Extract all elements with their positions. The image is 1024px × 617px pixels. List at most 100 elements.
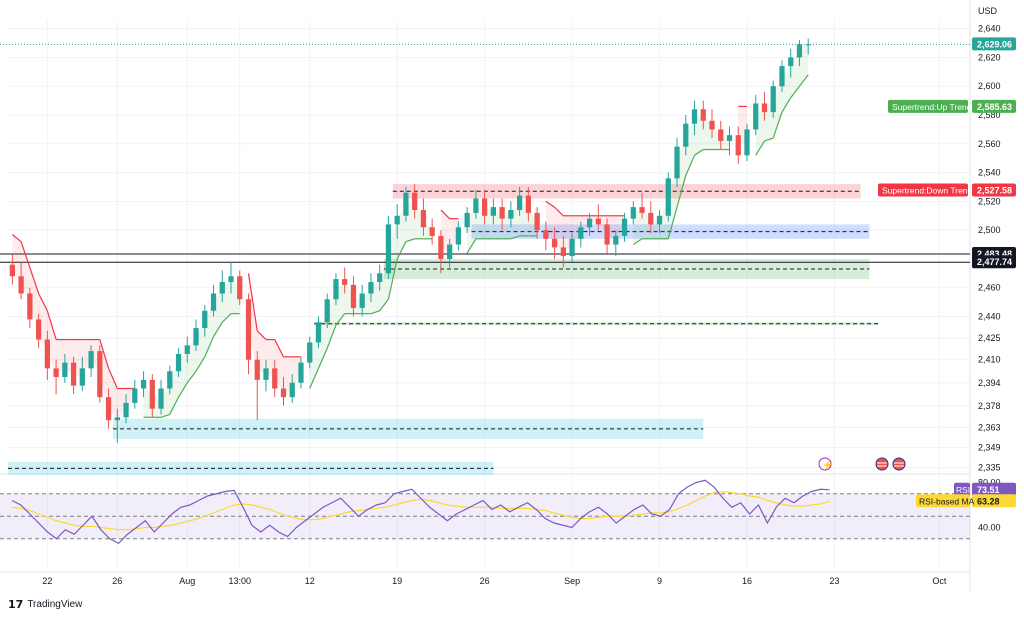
price-tick-label: 2,394 <box>978 378 1001 388</box>
supertrend-fill <box>502 212 511 239</box>
candle <box>726 135 733 141</box>
time-tick-label: 26 <box>112 576 122 586</box>
horizontal-line-tag-bg <box>972 255 1016 269</box>
time-tick-label: 13:00 <box>228 576 251 586</box>
price-tick-label: 2,600 <box>978 81 1001 91</box>
rsi-name-tag-bg <box>954 482 970 496</box>
candle <box>350 284 357 308</box>
candle <box>665 178 671 216</box>
supertrend-up-segment <box>309 368 320 389</box>
candle <box>761 103 768 113</box>
supertrend-up-segment <box>764 137 774 142</box>
price-tick-label: 2,560 <box>978 139 1001 149</box>
candle <box>35 319 42 340</box>
candle <box>656 215 663 225</box>
supertrend-up-name-bg <box>888 99 968 113</box>
candle <box>648 212 654 225</box>
candle <box>534 212 540 231</box>
price-tick-label: 2,363 <box>978 422 1001 432</box>
rsi-ma-name: RSI-based MA <box>919 496 975 506</box>
supertrend-down-segment <box>108 368 118 389</box>
supertrend-up-segment <box>387 258 398 300</box>
supertrend-up-segment <box>405 238 415 243</box>
candle <box>543 230 549 239</box>
rsi-ma-line <box>11 490 830 531</box>
supertrend-up-segment <box>798 74 809 87</box>
supertrend-down-segment <box>247 273 258 332</box>
candle <box>464 212 470 228</box>
supertrend-up-segment <box>396 241 407 260</box>
candle <box>158 388 164 409</box>
us-flag-icon <box>892 457 906 471</box>
supertrend-up-segment <box>326 324 337 349</box>
brand-name: TradingView <box>27 599 83 610</box>
candle <box>805 44 811 46</box>
candle <box>219 281 225 294</box>
supertrend-down-segment <box>274 339 285 358</box>
candle <box>508 210 514 219</box>
supertrend-up-tag-bg <box>972 99 1016 113</box>
candle <box>604 224 610 245</box>
candle <box>298 362 304 383</box>
last-price-tag: 2,629.06 <box>977 39 1012 49</box>
rsi-value-tag: 73.51 <box>977 485 1000 495</box>
supertrend-fill <box>414 201 424 239</box>
candle <box>44 339 50 369</box>
candle <box>237 276 243 300</box>
supertrend-up-segment <box>676 175 687 208</box>
time-tick-label: Sep <box>564 576 580 586</box>
supertrend-down-segment <box>545 200 555 208</box>
candle <box>560 247 566 257</box>
supertrend-up-segment <box>755 140 765 156</box>
candle <box>420 210 427 228</box>
candle <box>490 207 496 216</box>
candle <box>525 195 531 213</box>
candle <box>53 368 59 377</box>
candle <box>779 66 785 87</box>
candle <box>735 135 741 156</box>
supertrend-fill <box>694 115 704 156</box>
candle <box>27 293 33 320</box>
candle <box>289 382 295 398</box>
candle <box>630 207 636 219</box>
candle <box>342 279 348 285</box>
candle <box>578 227 584 239</box>
rsi-ma-name-bg <box>916 494 970 508</box>
price-tick-label: 2,378 <box>978 401 1001 411</box>
candle <box>315 322 322 343</box>
lightning-icon-glyph: ⚡ <box>822 459 833 471</box>
candle <box>744 129 750 156</box>
candle <box>683 123 689 147</box>
candle <box>324 299 330 323</box>
candle <box>394 215 400 225</box>
candle <box>307 342 313 363</box>
price-tick-label: 2,440 <box>978 312 1001 322</box>
supertrend-fill <box>196 319 205 372</box>
candle <box>228 276 234 282</box>
candle <box>700 109 706 121</box>
supertrend-up-segment <box>335 313 346 326</box>
supertrend-down-tag-bg <box>972 183 1016 197</box>
brand: 17 TradingView <box>8 598 82 611</box>
candle <box>368 281 374 294</box>
supertrend-up-segment <box>317 347 328 369</box>
supertrend-up-segment <box>781 97 792 113</box>
price-tick-label: 2,540 <box>978 168 1001 178</box>
candle <box>586 218 593 228</box>
candle <box>403 192 409 216</box>
price-tick-label: 2,460 <box>978 283 1001 293</box>
supertrend-fill <box>712 125 721 150</box>
supertrend-down-segment <box>38 293 48 312</box>
candle <box>245 299 252 360</box>
supertrend-down-segment <box>256 330 267 340</box>
supertrend-up-segment <box>685 155 696 176</box>
time-tick-label: 16 <box>742 576 752 586</box>
candle <box>796 44 803 58</box>
supertrend-up-segment <box>195 356 206 372</box>
candle <box>613 235 619 245</box>
candle <box>210 293 217 311</box>
horizontal-line-tag: 2,483.48 <box>977 249 1012 259</box>
time-tick-label: 23 <box>829 576 839 586</box>
